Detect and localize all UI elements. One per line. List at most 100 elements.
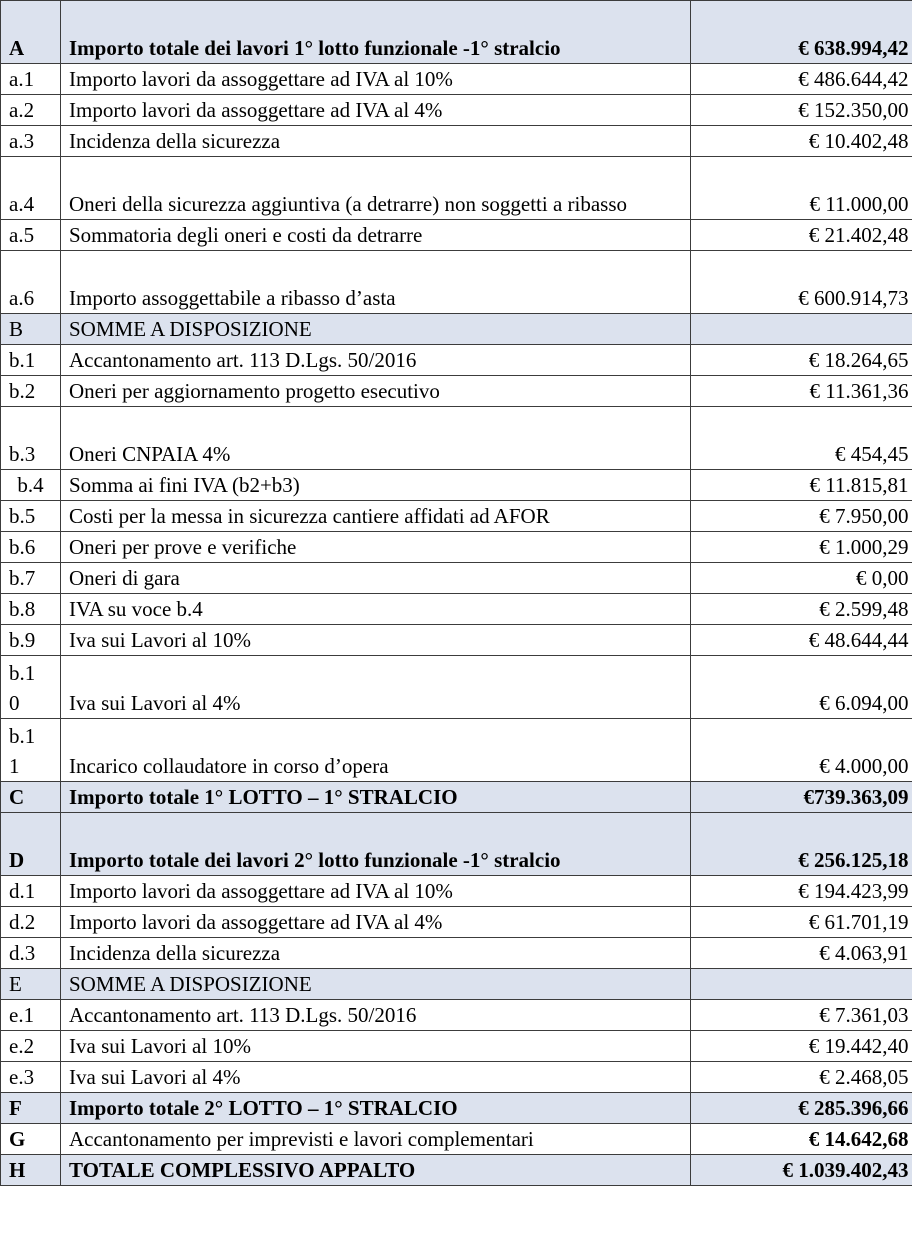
table-row: a.4 Oneri della sicurezza aggiuntiva (a d…: [0, 156, 912, 220]
row-description: Incarico collaudatore in corso d’opera: [60, 718, 691, 782]
row-description: Importo totale 1° LOTTO – 1° STRALCIO: [60, 781, 691, 813]
row-code: D: [0, 812, 61, 876]
row-amount: € 194.423,99: [690, 875, 912, 907]
row-description: Importo assoggettabile a ribasso d’asta: [60, 250, 691, 314]
row-amount: € 61.701,19: [690, 906, 912, 938]
row-code: e.2: [0, 1030, 61, 1062]
table-row: b.4 Somma ai fini IVA (b2+b3) € 11.815,81: [0, 469, 912, 501]
row-code: a.2: [0, 94, 61, 126]
table-row: e.2 Iva sui Lavori al 10% € 19.442,40: [0, 1030, 912, 1062]
row-amount: [690, 968, 912, 1000]
row-description: Importo totale dei lavori 1° lotto funzi…: [60, 0, 691, 64]
table-row: G Accantonamento per imprevisti e lavori …: [0, 1123, 912, 1155]
table-row: B SOMME A DISPOSIZIONE: [0, 313, 912, 345]
table-row: e.1 Accantonamento art. 113 D.Lgs. 50/201…: [0, 999, 912, 1031]
table-row: a.2 Importo lavori da assoggettare ad IVA…: [0, 94, 912, 126]
row-code: b.3: [0, 406, 61, 470]
row-description: Iva sui Lavori al 4%: [60, 1061, 691, 1093]
row-description: TOTALE COMPLESSIVO APPALTO: [60, 1154, 691, 1186]
row-amount: € 19.442,40: [690, 1030, 912, 1062]
row-code: E: [0, 968, 61, 1000]
row-code: A: [0, 0, 61, 64]
row-description: Oneri CNPAIA 4%: [60, 406, 691, 470]
row-description: SOMME A DISPOSIZIONE: [60, 313, 691, 345]
row-code: b.7: [0, 562, 61, 594]
row-amount: € 486.644,42: [690, 63, 912, 95]
table-row: b.1 Accantonamento art. 113 D.Lgs. 50/201…: [0, 344, 912, 376]
table-row: b.6 Oneri per prove e verifiche € 1.000,29: [0, 531, 912, 563]
row-code: B: [0, 313, 61, 345]
row-code: a.6: [0, 250, 61, 314]
row-description: Oneri di gara: [60, 562, 691, 594]
row-description: Iva sui Lavori al 4%: [60, 655, 691, 719]
row-code: b.8: [0, 593, 61, 625]
row-amount: [690, 313, 912, 345]
row-amount: € 2.599,48: [690, 593, 912, 625]
row-amount: € 600.914,73: [690, 250, 912, 314]
row-code: e.1: [0, 999, 61, 1031]
table-row: b.8 IVA su voce b.4 € 2.599,48: [0, 593, 912, 625]
table-row: b.1 0 Iva sui Lavori al 4% € 6.094,00: [0, 655, 912, 719]
table-row: H TOTALE COMPLESSIVO APPALTO € 1.039.402,4…: [0, 1154, 912, 1186]
table-row: C Importo totale 1° LOTTO – 1° STRALCIO €7…: [0, 781, 912, 813]
row-code: e.3: [0, 1061, 61, 1093]
row-description: Sommatoria degli oneri e costi da detrar…: [60, 219, 691, 251]
table-row: b.5 Costi per la messa in sicurezza canti…: [0, 500, 912, 532]
table-row: b.3 Oneri CNPAIA 4% € 454,45: [0, 406, 912, 470]
row-description: Incidenza della sicurezza: [60, 937, 691, 969]
table-row: b.2 Oneri per aggiornamento progetto esec…: [0, 375, 912, 407]
row-code: b.1 0: [0, 655, 61, 719]
row-code: b.1 1: [0, 718, 61, 782]
row-description: Somma ai fini IVA (b2+b3): [60, 469, 691, 501]
row-amount: € 6.094,00: [690, 655, 912, 719]
table-row: a.6 Importo assoggettabile a ribasso d’as…: [0, 250, 912, 314]
row-amount: € 1.000,29: [690, 531, 912, 563]
row-code: C: [0, 781, 61, 813]
row-amount: € 0,00: [690, 562, 912, 594]
row-code: F: [0, 1092, 61, 1124]
row-amount: € 11.000,00: [690, 156, 912, 220]
row-code: a.3: [0, 125, 61, 157]
cost-breakdown-table: A Importo totale dei lavori 1° lotto funz…: [0, 0, 912, 1186]
row-description: Accantonamento art. 113 D.Lgs. 50/2016: [60, 999, 691, 1031]
row-description: Importo lavori da assoggettare ad IVA al…: [60, 875, 691, 907]
row-amount: € 18.264,65: [690, 344, 912, 376]
row-amount: € 11.815,81: [690, 469, 912, 501]
row-description: Importo lavori da assoggettare ad IVA al…: [60, 906, 691, 938]
row-code: b.6: [0, 531, 61, 563]
row-description: Importo totale dei lavori 2° lotto funzi…: [60, 812, 691, 876]
row-amount: € 2.468,05: [690, 1061, 912, 1093]
table-row: E SOMME A DISPOSIZIONE: [0, 968, 912, 1000]
row-description: Oneri della sicurezza aggiuntiva (a detr…: [60, 156, 691, 220]
table-row: D Importo totale dei lavori 2° lotto funz…: [0, 812, 912, 876]
row-description: Importo totale 2° LOTTO – 1° STRALCIO: [60, 1092, 691, 1124]
row-code: d.2: [0, 906, 61, 938]
row-code: G: [0, 1123, 61, 1155]
row-amount: € 4.000,00: [690, 718, 912, 782]
row-amount: € 256.125,18: [690, 812, 912, 876]
table-row: e.3 Iva sui Lavori al 4% € 2.468,05: [0, 1061, 912, 1093]
row-code: a.1: [0, 63, 61, 95]
row-description: Importo lavori da assoggettare ad IVA al…: [60, 63, 691, 95]
row-description: Accantonamento per imprevisti e lavori c…: [60, 1123, 691, 1155]
cost-table-body: A Importo totale dei lavori 1° lotto funz…: [0, 0, 912, 1186]
row-code: b.1: [0, 344, 61, 376]
table-row: F Importo totale 2° LOTTO – 1° STRALCIO € …: [0, 1092, 912, 1124]
row-amount: €739.363,09: [690, 781, 912, 813]
table-row: a.1 Importo lavori da assoggettare ad IVA…: [0, 63, 912, 95]
row-amount: € 21.402,48: [690, 219, 912, 251]
row-code: b.4: [0, 469, 61, 501]
row-code: a.5: [0, 219, 61, 251]
row-code: H: [0, 1154, 61, 1186]
row-description: Incidenza della sicurezza: [60, 125, 691, 157]
row-amount: € 454,45: [690, 406, 912, 470]
row-amount: € 4.063,91: [690, 937, 912, 969]
row-amount: € 152.350,00: [690, 94, 912, 126]
row-amount: € 7.950,00: [690, 500, 912, 532]
row-code: b.9: [0, 624, 61, 656]
row-description: Oneri per prove e verifiche: [60, 531, 691, 563]
row-amount: € 1.039.402,43: [690, 1154, 912, 1186]
row-amount: € 7.361,03: [690, 999, 912, 1031]
row-code: d.3: [0, 937, 61, 969]
row-description: SOMME A DISPOSIZIONE: [60, 968, 691, 1000]
